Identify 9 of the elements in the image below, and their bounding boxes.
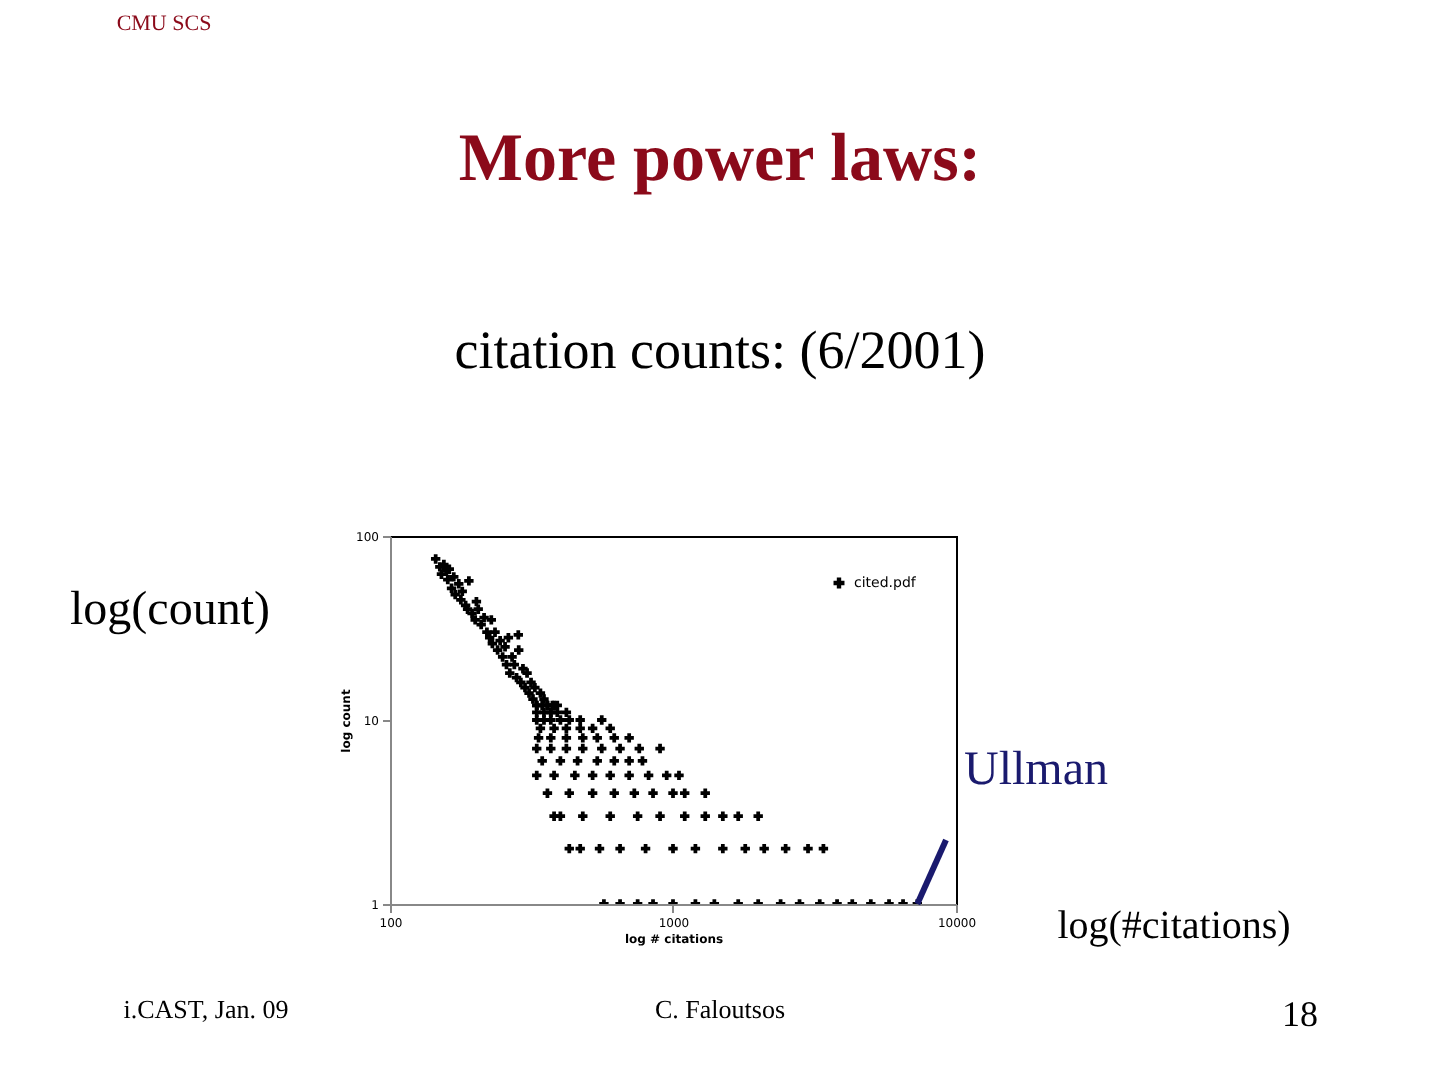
text: CMU SCS xyxy=(116,12,212,36)
text: log(#citations) xyxy=(1057,904,1291,948)
text: log(count) xyxy=(70,584,270,636)
chart-subtitle: citation counts: (6/2001) xyxy=(454,320,986,380)
annotation: Ullman xyxy=(964,744,1108,796)
text: C. Faloutsos xyxy=(654,994,786,1024)
text: i.CAST, Jan. 09 xyxy=(123,994,289,1024)
chart-title: More power laws: xyxy=(458,122,982,196)
text: 18 xyxy=(1282,994,1318,1034)
